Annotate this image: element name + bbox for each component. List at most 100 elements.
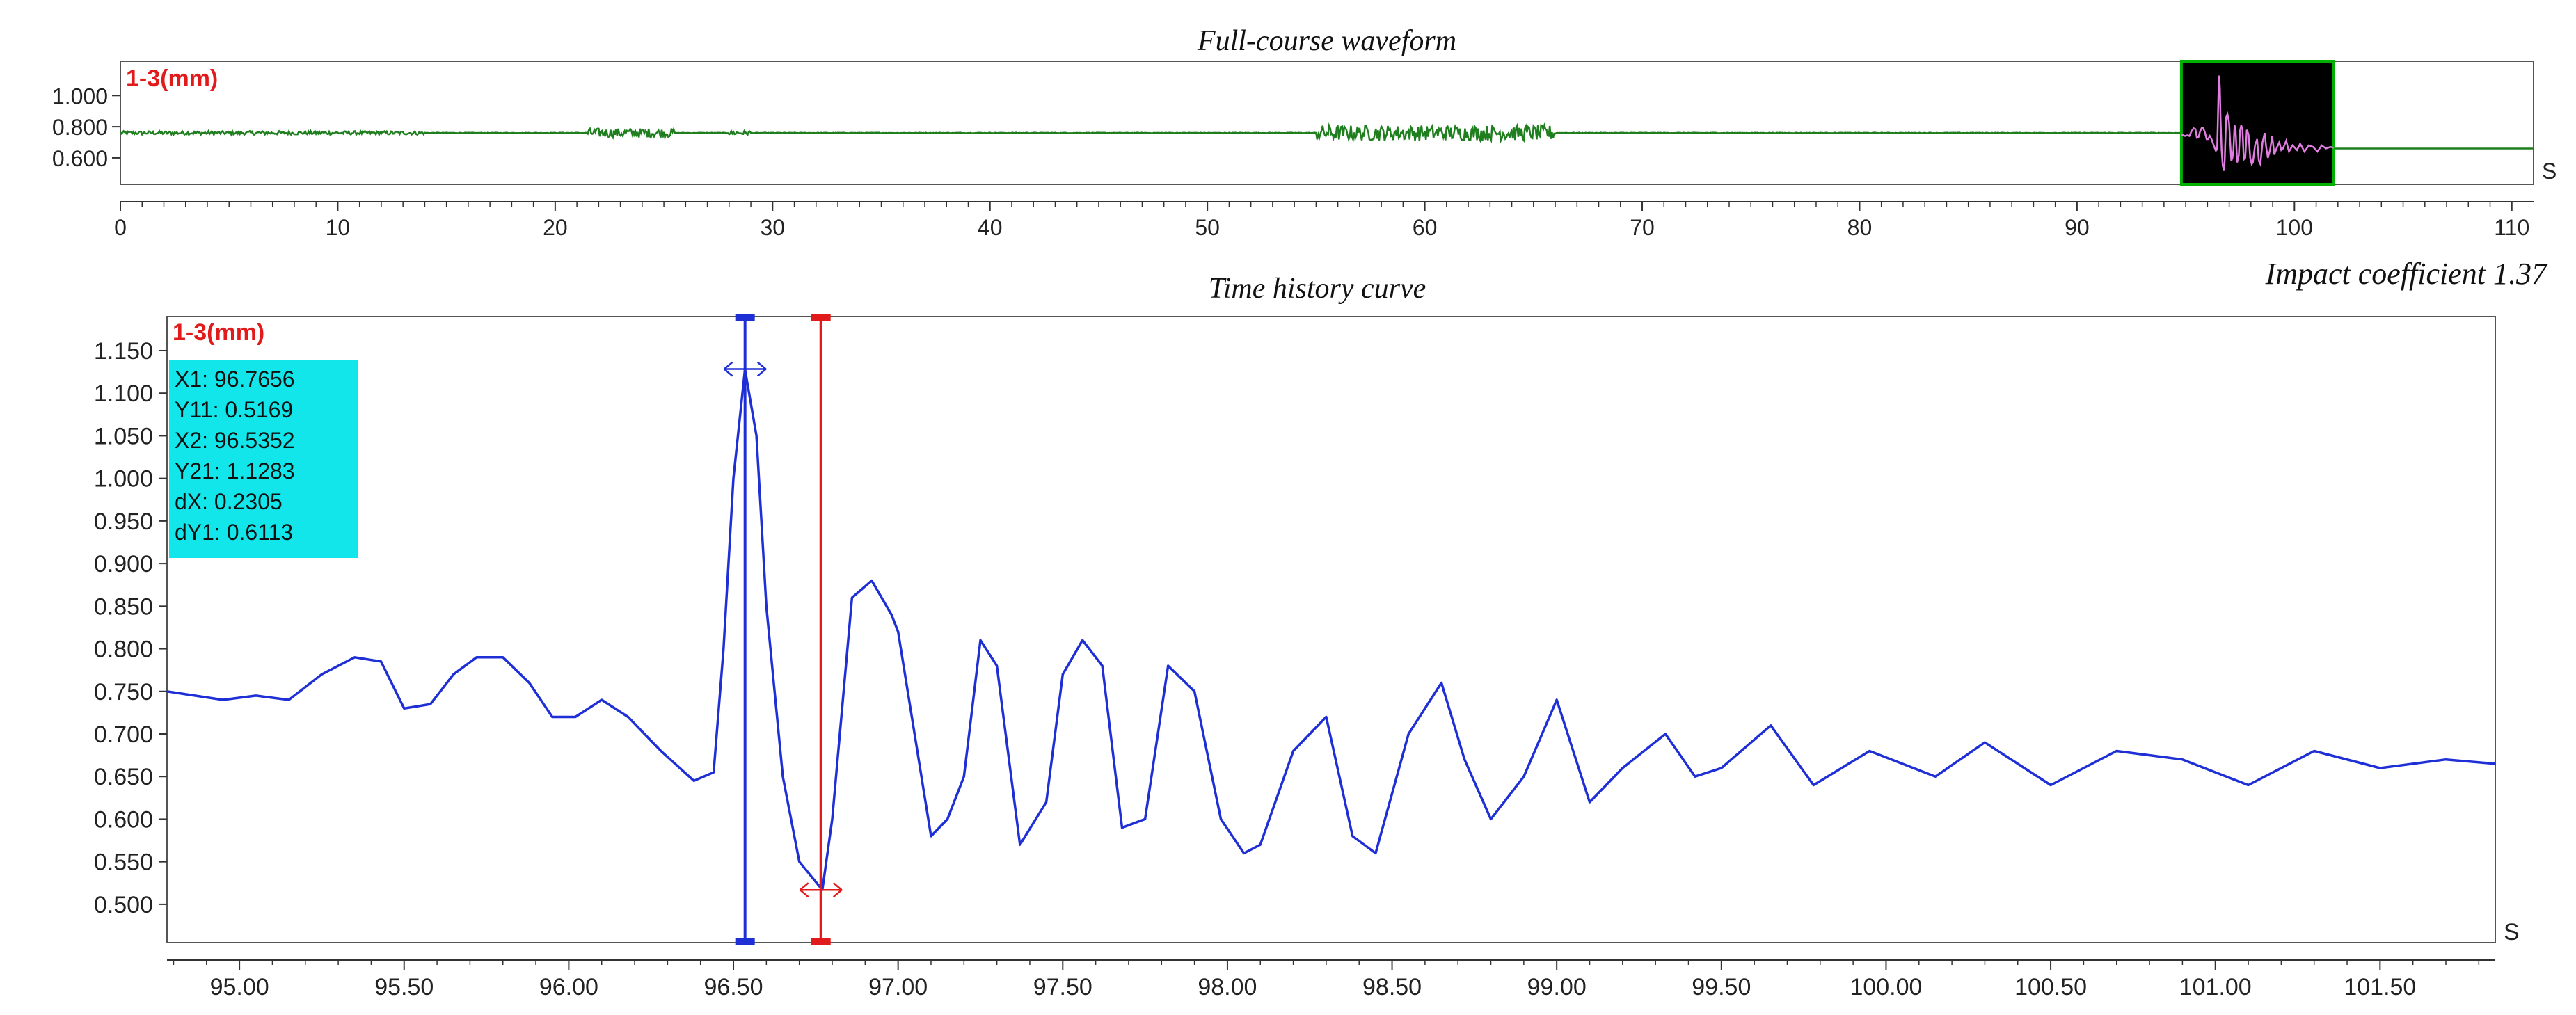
cursor-x2-marker (723, 361, 767, 377)
detail-y-tick-label: 1.000 (94, 466, 153, 493)
detail-x-tick-label: 101.00 (2179, 974, 2252, 1000)
detail-waveform-point (2495, 763, 2496, 765)
detail-waveform-point (1243, 852, 1245, 854)
full-course-waveform-chart[interactable]: Full-course waveform 1.000 0.800 0.600 1-3(m… (0, 0, 2576, 292)
overview-x-tick-label: 80 (1847, 215, 1873, 240)
detail-waveform-point (1045, 801, 1047, 803)
detail-x-tick-label: 99.50 (1692, 974, 1751, 1000)
detail-waveform-line (166, 368, 2496, 891)
detail-waveform-point (798, 861, 800, 863)
detail-waveform-point (601, 699, 603, 701)
detail-y-tick-label: 0.500 (94, 892, 153, 918)
detail-channel-label: 1-3(mm) (173, 319, 264, 346)
detail-waveform-point (1220, 818, 1222, 820)
cursor-readout-line: X1: 96.7656 (175, 367, 295, 392)
overview-x-tick-label: 110 (2494, 215, 2529, 240)
detail-y-tick-label: 0.650 (94, 764, 153, 790)
detail-waveform-point (963, 776, 965, 777)
detail-waveform-point (996, 665, 998, 666)
cursor-readout-line: dX: 0.2305 (175, 489, 283, 514)
detail-waveform-point (1869, 750, 1870, 752)
detail-waveform-point (930, 836, 932, 837)
detail-y-tick-label: 0.700 (94, 721, 153, 748)
detail-waveform-point (765, 605, 768, 607)
detail-title: Time history curve (1209, 273, 1426, 305)
detail-x-tick-label: 98.00 (1198, 974, 1257, 1000)
detail-waveform-point (733, 477, 734, 479)
detail-waveform-point (1440, 682, 1442, 684)
detail-y-tick-label: 0.750 (94, 679, 153, 705)
detail-waveform-point (222, 699, 224, 701)
detail-waveform-point (404, 708, 405, 710)
detail-waveform-point (1556, 699, 1557, 701)
detail-waveform-point (1589, 801, 1591, 803)
detail-waveform-point (1259, 844, 1261, 845)
detail-x-tick-label: 100.00 (1850, 974, 1922, 1000)
detail-waveform-point (321, 673, 323, 676)
detail-waveform-point (871, 580, 873, 582)
detail-y-tick-label: 0.850 (94, 593, 153, 620)
overview-x-tick-label: 40 (978, 215, 1003, 240)
detail-waveform-point (2313, 750, 2315, 752)
detail-x-tick-label: 95.50 (374, 974, 434, 1000)
detail-waveform-point (551, 716, 553, 718)
detail-waveform-point (1102, 665, 1103, 666)
overview-x-tick-label: 60 (1413, 215, 1438, 240)
overview-x-tick-label: 30 (761, 215, 786, 240)
cursor-x2-bottom-handle (735, 938, 755, 945)
overview-x-tick-label: 0 (114, 215, 127, 240)
detail-x-tick-label: 100.50 (2014, 974, 2087, 1000)
overview-title: Full-course waveform (1197, 25, 1456, 57)
detail-waveform-point (476, 657, 477, 658)
detail-waveform-point (2379, 767, 2381, 769)
detail-waveform-point (1193, 691, 1195, 692)
detail-waveform-point (2115, 750, 2117, 752)
detail-x-tick-label: 95.00 (210, 974, 269, 1000)
detail-waveform-point (713, 772, 715, 773)
detail-waveform-point (946, 818, 948, 820)
detail-waveform-point (1770, 725, 1772, 726)
overview-x-tick-label: 100 (2276, 215, 2313, 240)
overview-x-unit: S (2542, 159, 2557, 184)
cursor-x1-top-handle (811, 314, 831, 321)
detail-y-tick-label: 0.600 (94, 806, 153, 833)
detail-waveform-point (2248, 784, 2249, 786)
detail-waveform-point (1292, 750, 1294, 752)
detail-waveform-point (1352, 836, 1353, 837)
detail-y-tick-label: 1.050 (94, 423, 153, 449)
detail-waveform-point (2181, 758, 2184, 760)
detail-x-tick-label: 99.00 (1527, 974, 1587, 1000)
overview-x-tick-label: 20 (543, 215, 568, 240)
detail-waveform-point (693, 780, 694, 782)
detail-waveform-point (2050, 784, 2051, 786)
detail-waveform-point (354, 657, 356, 658)
cursor-readout-line: Y11: 0.5169 (175, 397, 293, 422)
detail-y-tick-label: 0.950 (94, 509, 153, 535)
overview-x-tick-label: 70 (1630, 215, 1655, 240)
overview-x-tick-label: 10 (326, 215, 351, 240)
detail-waveform-point (897, 631, 899, 632)
detail-waveform-point (1694, 776, 1696, 777)
detail-waveform-point (1490, 818, 1492, 820)
detail-waveform-point (756, 435, 757, 437)
detail-waveform-point (851, 597, 853, 598)
detail-waveform-point (1167, 665, 1169, 666)
overview-x-tick-label: 50 (1195, 215, 1220, 240)
detail-waveform-point (1523, 776, 1525, 777)
detail-plot-frame (166, 316, 2496, 943)
detail-waveform-point (1408, 733, 1409, 735)
detail-waveform-point (2445, 758, 2447, 760)
detail-waveform-point (1622, 767, 1623, 769)
detail-waveform-point (832, 818, 833, 820)
overview-plot-frame (120, 61, 2534, 185)
detail-x-tick-label: 98.50 (1362, 974, 1422, 1000)
detail-y-tick-label: 1.100 (94, 381, 153, 407)
detail-x-tick-label: 96.00 (539, 974, 598, 1000)
detail-waveform-point (1984, 742, 1986, 743)
detail-waveform-point (1019, 844, 1021, 845)
detail-waveform-point (1463, 758, 1465, 760)
detail-x-tick-label: 101.50 (2344, 974, 2416, 1000)
detail-waveform-point (528, 682, 530, 684)
detail-waveform-point (1081, 639, 1083, 641)
